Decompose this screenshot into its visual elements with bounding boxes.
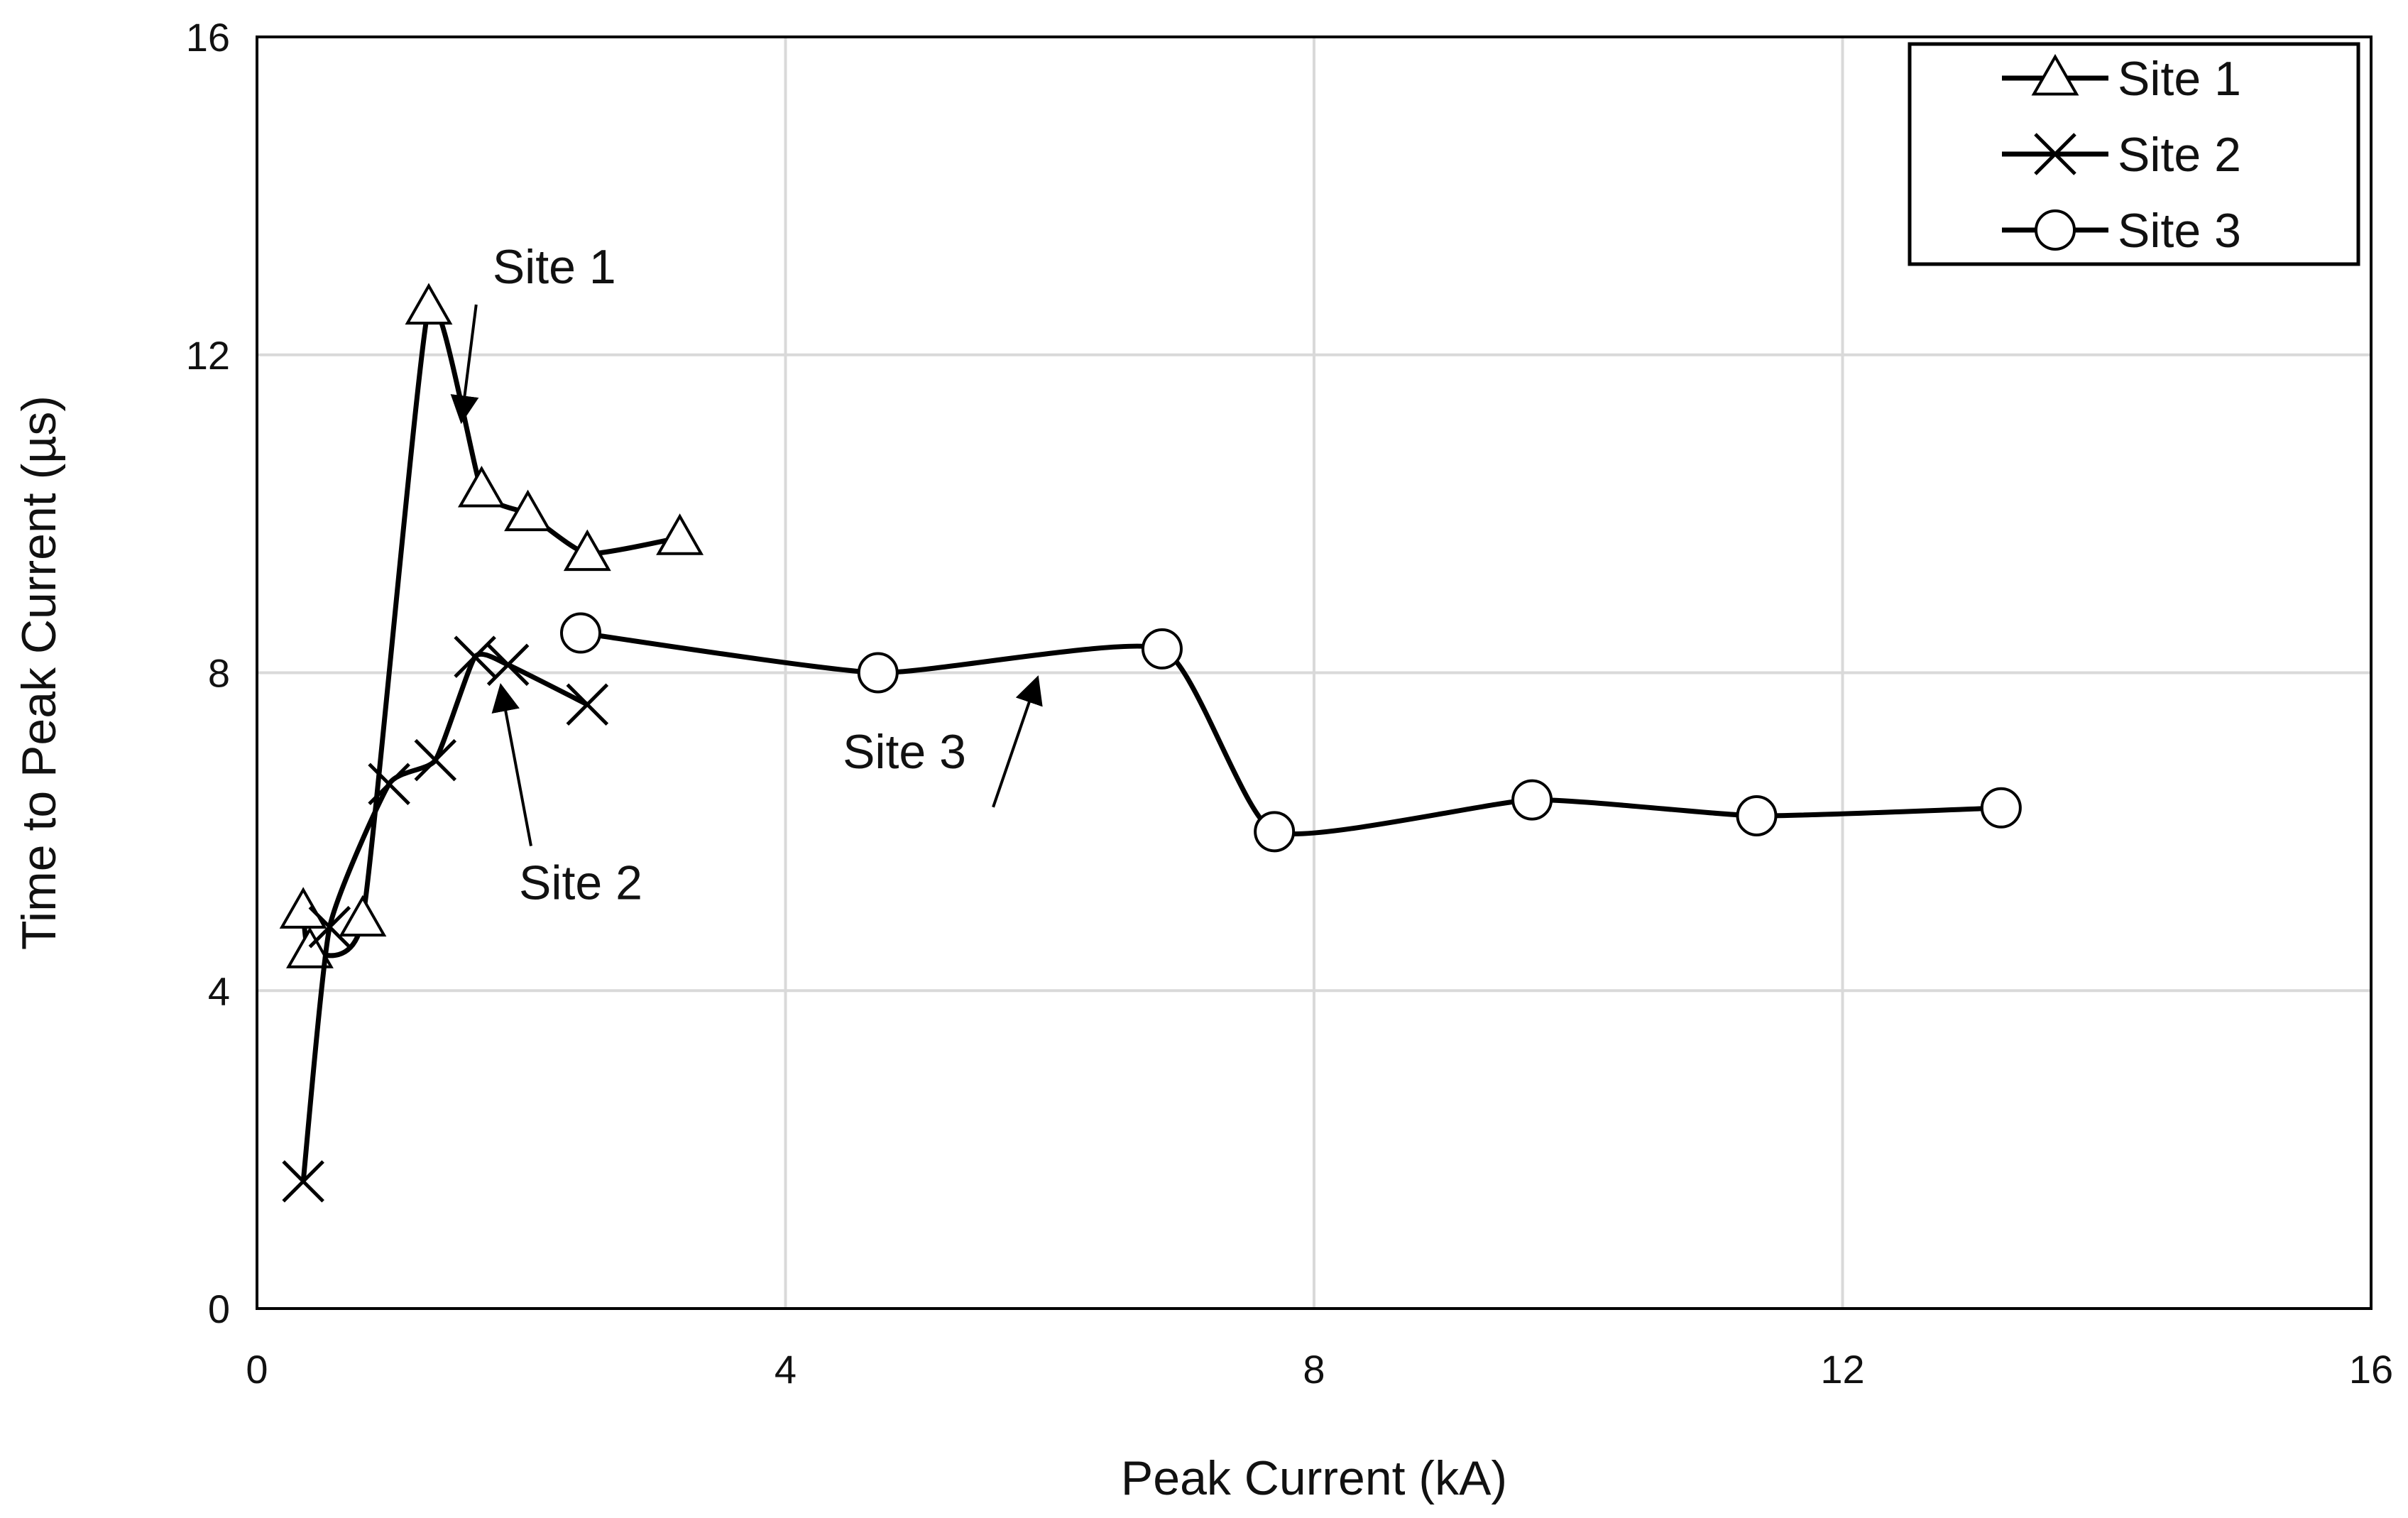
annotation-arrow <box>450 304 479 425</box>
data-point <box>1736 795 1778 836</box>
data-point <box>308 905 351 949</box>
annotations: Site 1 Site 2 Site 3 <box>450 240 1043 910</box>
x-tick-label: 8 <box>1303 1347 1325 1392</box>
y-tick-label: 4 <box>208 968 230 1013</box>
tick-labels: 0 4 8 12 16 0 4 8 12 16 <box>186 15 2393 1392</box>
y-tick-label: 12 <box>186 333 230 378</box>
annotation-arrow <box>992 675 1043 808</box>
legend-box <box>1908 42 2360 266</box>
plot-area <box>256 36 2373 1310</box>
x-axis-title: Peak Current (kA) <box>1121 1451 1507 1505</box>
data-point <box>368 763 410 805</box>
x-tick-label: 0 <box>246 1347 268 1392</box>
legend-item-site-1: Site 1 <box>2002 52 2241 106</box>
series-1 <box>279 283 704 968</box>
legend-label: Site 1 <box>2118 52 2241 106</box>
annotation-label: Site 3 <box>843 725 966 779</box>
data-point <box>457 466 505 508</box>
legend-label: Site 3 <box>2118 204 2241 258</box>
data-point <box>560 612 602 654</box>
legend: Site 1 Site 2 Site 3 <box>1908 42 2360 266</box>
legend-marker <box>2035 209 2076 251</box>
data-point <box>405 283 453 325</box>
data-point <box>1254 811 1296 853</box>
x-tick-label: 16 <box>2349 1347 2393 1392</box>
y-axis-title: Time to Peak Current (µs) <box>12 395 66 950</box>
annotation-label: Site 2 <box>519 856 642 910</box>
data-point <box>486 643 530 687</box>
annotation-arrow <box>491 683 532 846</box>
y-tick-label: 0 <box>208 1287 230 1331</box>
legend-marker <box>2034 133 2076 175</box>
legend-item-site-3: Site 3 <box>2002 204 2241 258</box>
series-3 <box>560 612 2022 853</box>
series-2 <box>282 635 609 1203</box>
legend-label: Site 2 <box>2118 128 2241 182</box>
data-point <box>563 529 611 572</box>
legend-item-site-2: Site 2 <box>2002 128 2241 182</box>
data-point <box>1980 787 2022 829</box>
data-point <box>656 513 704 555</box>
data-point <box>1141 628 1183 670</box>
series-line <box>300 651 590 1184</box>
series-group <box>279 283 2022 1203</box>
y-tick-label: 16 <box>186 15 230 60</box>
data-point <box>282 1160 324 1203</box>
data-point <box>414 738 457 782</box>
annotation-label: Site 1 <box>493 240 616 294</box>
data-point <box>1511 779 1553 821</box>
grid <box>257 37 2371 1309</box>
data-point <box>339 895 387 937</box>
series-line <box>578 630 2004 837</box>
y-tick-label: 8 <box>208 651 230 696</box>
data-point <box>286 927 334 968</box>
x-tick-label: 12 <box>1820 1347 1864 1392</box>
data-point <box>454 635 496 678</box>
legend-marker <box>2031 53 2079 96</box>
data-point <box>857 652 899 694</box>
x-tick-label: 4 <box>775 1347 797 1392</box>
data-point <box>279 887 327 929</box>
data-point <box>566 683 609 726</box>
data-point <box>504 489 552 532</box>
